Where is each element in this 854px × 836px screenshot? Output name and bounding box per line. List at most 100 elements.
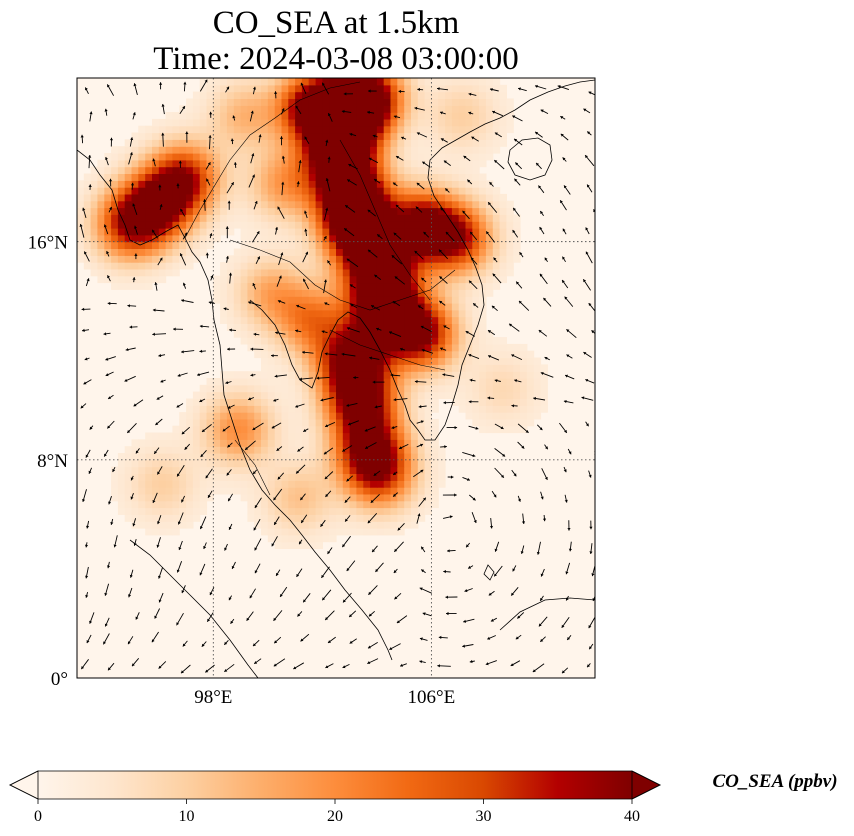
- field-cell: [97, 207, 105, 215]
- field-cell: [199, 166, 208, 174]
- field-cell: [117, 275, 126, 284]
- field-cell: [192, 234, 201, 243]
- field-cell: [363, 412, 371, 420]
- field-cell: [308, 364, 317, 372]
- field-cell: [240, 296, 248, 304]
- field-cell: [186, 453, 194, 461]
- wind-arrow: [515, 281, 523, 289]
- field-cell: [295, 473, 303, 481]
- wind-arrow: [201, 424, 212, 433]
- field-cell: [472, 289, 480, 297]
- field-cell: [288, 139, 296, 147]
- field-cell: [104, 268, 112, 277]
- field-cell: [342, 330, 351, 338]
- field-cell: [492, 357, 501, 365]
- field-cell: [165, 153, 173, 161]
- field-cell: [370, 105, 378, 113]
- field-cell: [417, 412, 426, 420]
- field-cell: [376, 343, 385, 352]
- field-cell: [226, 228, 235, 236]
- field-cell: [111, 493, 119, 502]
- field-cell: [281, 98, 289, 106]
- field-cell: [322, 316, 330, 324]
- field-cell: [349, 105, 357, 113]
- field-cell: [165, 187, 173, 195]
- field-cell: [267, 398, 276, 406]
- field-cell: [370, 507, 378, 515]
- field-cell: [363, 132, 371, 140]
- field-cell: [131, 146, 139, 154]
- wind-arrow: [543, 297, 552, 307]
- field-cell: [267, 350, 276, 359]
- field-cell: [397, 84, 405, 93]
- field-cell: [172, 493, 180, 502]
- field-cell: [451, 234, 460, 243]
- field-cell: [233, 84, 242, 93]
- field-cell: [131, 507, 139, 515]
- wind-arrow: [223, 307, 229, 311]
- field-cell: [288, 234, 296, 243]
- field-cell: [329, 330, 337, 338]
- field-cell: [417, 193, 426, 202]
- field-cell: [138, 248, 146, 256]
- field-cell: [370, 371, 378, 379]
- field-cell: [390, 446, 398, 454]
- field-cell: [458, 391, 467, 399]
- field-cell: [199, 139, 208, 147]
- wind-arrow: [353, 376, 359, 380]
- field-cell: [376, 398, 385, 406]
- field-cell: [158, 241, 167, 249]
- field-cell: [117, 180, 126, 188]
- wind-arrow: [327, 636, 336, 644]
- field-cell: [295, 296, 303, 304]
- field-cell: [77, 255, 85, 263]
- field-cell: [451, 159, 460, 168]
- wind-arrow: [230, 618, 235, 624]
- field-cell: [247, 91, 255, 99]
- field-cell: [383, 255, 392, 263]
- field-cell: [274, 309, 283, 318]
- wind-arrow: [275, 331, 286, 335]
- wind-arrow: [462, 451, 476, 458]
- field-cell: [417, 84, 426, 93]
- field-cell: [138, 255, 146, 263]
- wind-arrow: [205, 664, 215, 673]
- field-cell: [165, 118, 173, 127]
- field-cell: [329, 432, 337, 440]
- field-cell: [124, 241, 133, 249]
- field-cell: [370, 480, 378, 488]
- field-cell: [158, 173, 167, 181]
- field-cell: [288, 316, 296, 324]
- wind-arrow: [468, 400, 479, 404]
- field-cell: [308, 350, 317, 359]
- field-cell: [261, 228, 269, 236]
- wind-arrow: [295, 464, 306, 474]
- field-cell: [329, 200, 337, 209]
- field-cell: [308, 459, 317, 468]
- field-cell: [424, 296, 432, 304]
- field-cell: [349, 146, 357, 154]
- field-cell: [390, 316, 398, 324]
- field-cell: [492, 125, 501, 134]
- field-cell: [417, 234, 426, 243]
- field-cell: [233, 480, 242, 488]
- field-cell: [458, 398, 467, 406]
- field-cell: [124, 214, 133, 222]
- field-cell: [301, 371, 310, 379]
- field-cell: [295, 480, 303, 488]
- field-cell: [186, 262, 194, 270]
- field-cell: [438, 350, 446, 359]
- field-cell: [206, 91, 214, 99]
- field-cell: [192, 514, 201, 522]
- field-cell: [165, 221, 173, 229]
- field-cell: [267, 153, 276, 161]
- colorbar-tick-label: 30: [476, 808, 492, 825]
- field-cell: [131, 228, 139, 236]
- field-cell: [499, 391, 507, 399]
- field-cell: [281, 507, 289, 515]
- field-cell: [431, 200, 439, 209]
- field-cell: [206, 146, 214, 154]
- field-cell: [370, 337, 378, 345]
- field-cell: [158, 146, 167, 154]
- field-cell: [397, 234, 405, 243]
